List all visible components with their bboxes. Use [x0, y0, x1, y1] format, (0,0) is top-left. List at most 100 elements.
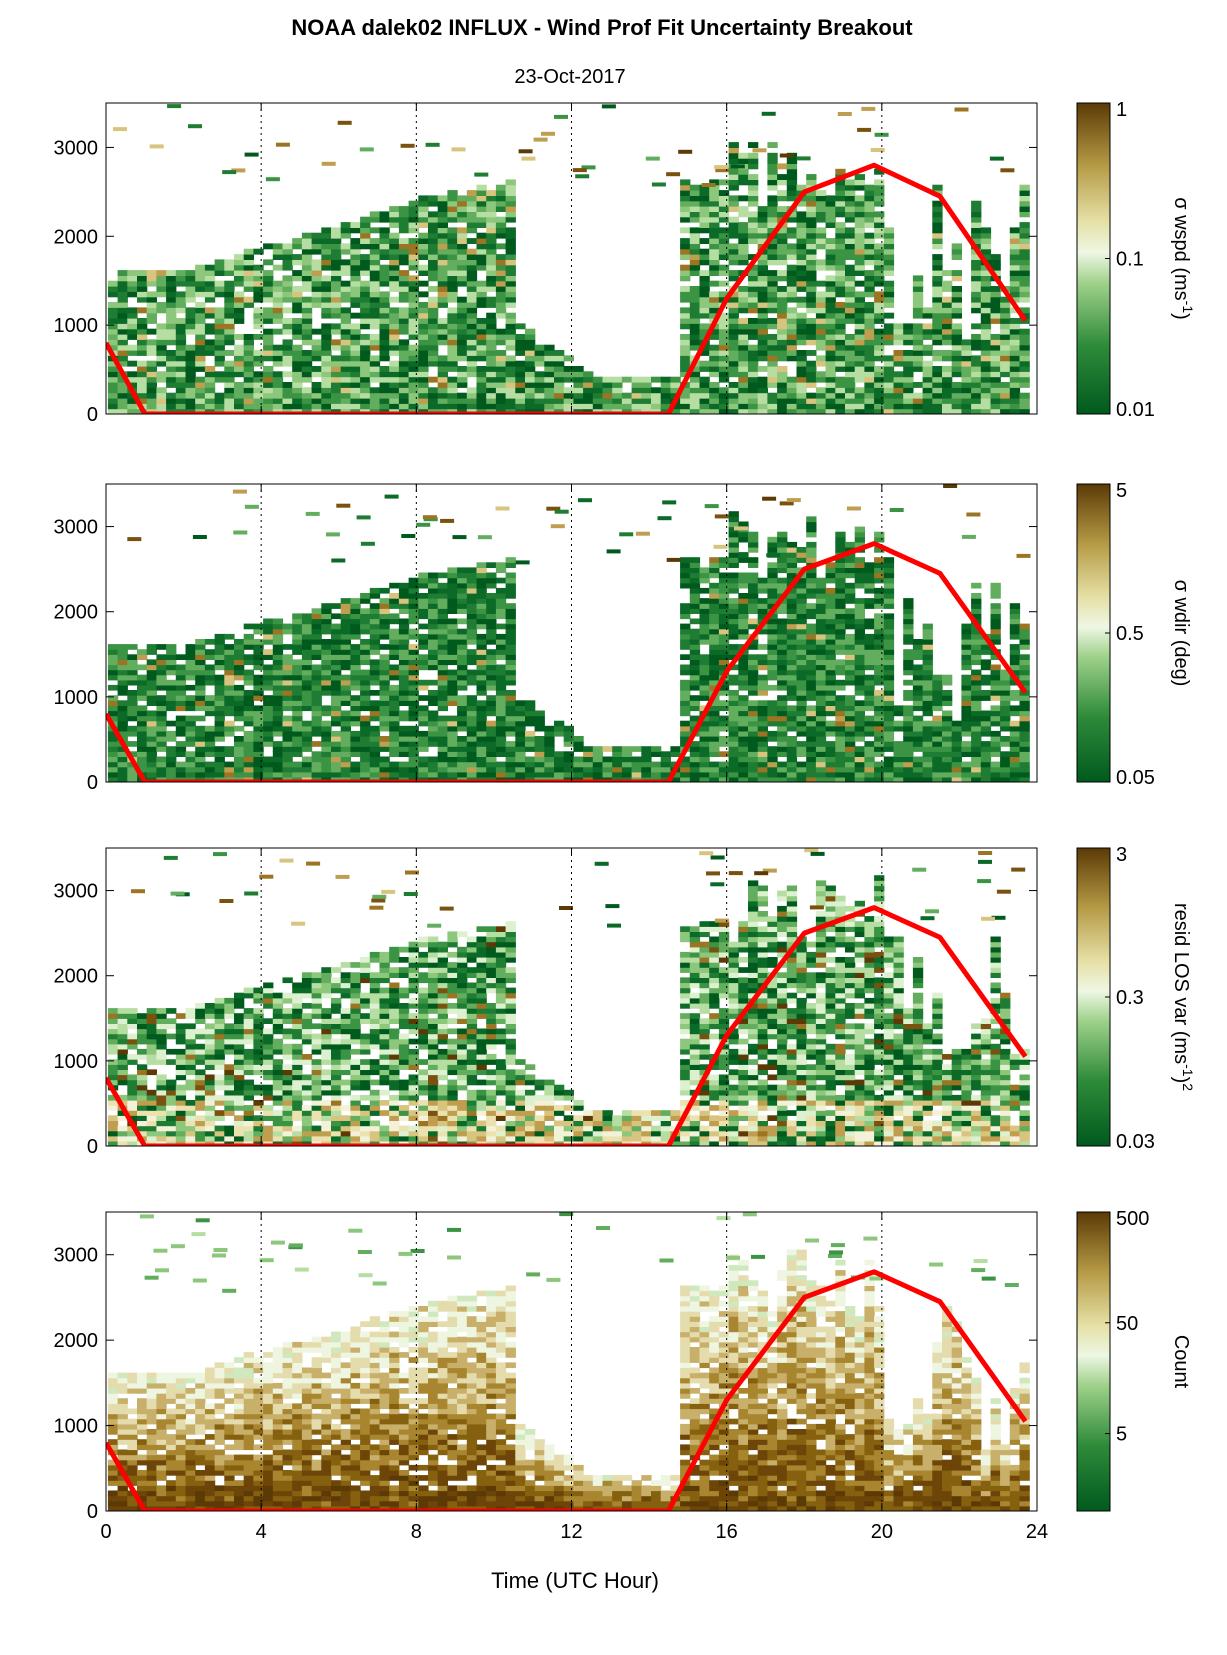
- heatmap-cell: [835, 567, 846, 574]
- heatmap-cell: [525, 736, 536, 742]
- heatmap-cell: [185, 649, 196, 655]
- heatmap-cell: [728, 695, 739, 701]
- heatmap-cell: [457, 771, 468, 778]
- heatmap-cell: [1019, 259, 1030, 266]
- heatmap-cell: [369, 323, 381, 330]
- heatmap-cell: [331, 371, 342, 378]
- heatmap-cell: [709, 679, 720, 686]
- heatmap-cell: [457, 700, 468, 706]
- heatmap-cell: [476, 248, 487, 255]
- heatmap-cell: [418, 736, 429, 742]
- heatmap-cell: [505, 371, 516, 378]
- heatmap-cell: [389, 344, 400, 351]
- heatmap-cell: [214, 736, 225, 742]
- heatmap-cell: [777, 302, 788, 308]
- heatmap-cell: [864, 328, 875, 335]
- heatmap-cell: [146, 328, 157, 335]
- heatmap-cell: [486, 227, 497, 234]
- heatmap-cell: [515, 700, 526, 706]
- heatmap-cell: [951, 302, 962, 308]
- heatmap-cell: [699, 684, 710, 691]
- heatmap-cell: [457, 639, 468, 645]
- heatmap-cell: [786, 275, 798, 282]
- heatmap-cell: [185, 700, 196, 706]
- heatmap-cell: [398, 608, 410, 614]
- heatmap-cell: [282, 398, 293, 404]
- heatmap-cell: [156, 684, 167, 691]
- heatmap-cell: [767, 674, 778, 681]
- heatmap-cell: [418, 248, 429, 255]
- heatmap-cell: [534, 344, 545, 351]
- heatmap-cell: [398, 690, 410, 696]
- heatmap-cell: [825, 690, 836, 696]
- heatmap-cell: [127, 690, 138, 696]
- heatmap-cell: [854, 296, 865, 303]
- heatmap-cell: [195, 382, 206, 388]
- heatmap-cell: [428, 587, 439, 594]
- heatmap-cell: [544, 371, 555, 378]
- heatmap-cell: [854, 633, 865, 640]
- heatmap-cell: [815, 216, 827, 223]
- heatmap-cell: [767, 639, 778, 645]
- heatmap-cell: [466, 398, 478, 404]
- heatmap-cell: [175, 382, 187, 388]
- heatmap-cell: [980, 312, 992, 319]
- heatmap-cell: [825, 684, 836, 691]
- heatmap-cell: [825, 339, 836, 346]
- heatmap-cell: [495, 398, 507, 404]
- heatmap-cell: [466, 387, 478, 394]
- heatmap-cell: [311, 382, 322, 388]
- heatmap-cell: [534, 776, 545, 782]
- heatmap-cell: [389, 746, 400, 752]
- heatmap-cell: [292, 275, 303, 282]
- heatmap-cell: [796, 216, 807, 223]
- heatmap-cell: [495, 736, 507, 742]
- heatmap-cell: [301, 623, 313, 630]
- heatmap-cell: [505, 216, 516, 223]
- heatmap-cell: [234, 366, 245, 372]
- heatmap-cell: [253, 623, 264, 630]
- heatmap-cell: [418, 398, 429, 404]
- heatmap-cell: [175, 323, 187, 330]
- heatmap-cell: [389, 211, 400, 218]
- heatmap-cell: [408, 259, 419, 266]
- heatmap-cell: [534, 360, 545, 367]
- heatmap-cell: [369, 360, 381, 367]
- heatmap-cell: [971, 307, 982, 314]
- heatmap-cell: [272, 741, 284, 747]
- heatmap-cell: [418, 710, 429, 717]
- heatmap-cell: [146, 382, 157, 388]
- heatmap-cell: [437, 593, 448, 599]
- heatmap-cell: [718, 766, 730, 773]
- heatmap-cell: [1000, 318, 1011, 324]
- heatmap-cell: [156, 339, 167, 346]
- heatmap-cell: [728, 179, 739, 186]
- heatmap-cell: [777, 408, 788, 414]
- heatmap-cell: [234, 644, 245, 650]
- heatmap-cell: [718, 360, 730, 367]
- heatmap-cell: [272, 654, 284, 660]
- heatmap-cell: [350, 323, 361, 330]
- heatmap-cell: [602, 398, 613, 404]
- heatmap-cell: [253, 628, 264, 635]
- heatmap-cell: [845, 761, 856, 768]
- heatmap-cell: [340, 644, 351, 650]
- heatmap-cell: [689, 705, 701, 712]
- heatmap-cell: [806, 623, 817, 630]
- heatmap-cell: [437, 674, 448, 681]
- heatmap-cell: [495, 286, 507, 292]
- heatmap-cell: [738, 618, 749, 625]
- heatmap-cell: [757, 275, 768, 282]
- heatmap-cell: [127, 725, 138, 732]
- heatmap-cell: [796, 582, 807, 589]
- heatmap-cell: [321, 323, 332, 330]
- heatmap-cell: [845, 644, 856, 650]
- heatmap-cell: [932, 216, 943, 223]
- heatmap-cell: [418, 243, 429, 250]
- heatmap-cell: [845, 280, 856, 287]
- heatmap-cell: [670, 387, 681, 394]
- heatmap-cell: [137, 328, 148, 335]
- heatmap-cell: [748, 639, 759, 645]
- heatmap-cell: [806, 195, 817, 202]
- heatmap-cell: [515, 398, 526, 404]
